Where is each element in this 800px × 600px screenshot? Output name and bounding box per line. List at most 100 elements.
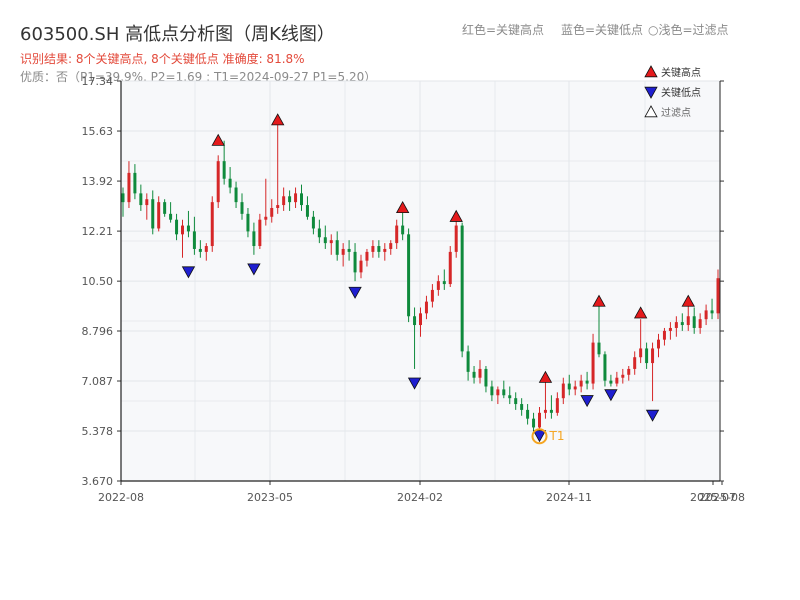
candle-body	[442, 281, 446, 285]
candle-body	[294, 193, 298, 203]
candle-body	[436, 281, 440, 290]
candle-body	[157, 202, 161, 229]
candle-body	[252, 231, 256, 247]
candle-body	[139, 193, 143, 206]
candle-body	[335, 240, 339, 255]
candle-body	[484, 368, 488, 387]
candle-body	[430, 289, 434, 302]
candle-body	[198, 248, 202, 252]
candle-body	[353, 251, 357, 273]
candle-body	[585, 380, 589, 384]
candle-body	[520, 404, 524, 410]
candle-body	[300, 193, 303, 206]
top-legend-red: 红色=关键高点	[462, 23, 545, 37]
candle-body	[169, 213, 173, 220]
y-tick-label: 13.92	[82, 175, 114, 188]
legend-label: 关键低点	[661, 86, 701, 99]
key-low-marker	[348, 286, 362, 299]
key-low-marker	[181, 266, 196, 279]
x-tick-label: 2024-11	[546, 491, 592, 504]
candle-body	[311, 216, 315, 229]
candle-body	[407, 234, 411, 317]
legend-marker	[644, 105, 658, 118]
key-low-marker	[407, 377, 422, 390]
chart-title: 603500.SH 高低点分析图（周K线图）	[20, 24, 335, 45]
candle-body	[264, 216, 268, 220]
candle-body	[127, 172, 131, 203]
candle-body	[591, 342, 595, 384]
candle-body	[377, 246, 381, 252]
candle-body	[579, 380, 583, 387]
candle-body	[204, 246, 208, 252]
candle-body	[163, 202, 167, 214]
candle-body	[526, 409, 530, 419]
candle-body	[329, 240, 333, 244]
candle-body	[276, 205, 280, 208]
candle-body	[603, 354, 607, 381]
x-tick-label: 2023-05	[247, 491, 293, 504]
candle-body	[639, 348, 643, 358]
candle-body	[424, 301, 428, 314]
candle-body	[621, 374, 625, 378]
candle-body	[133, 172, 137, 194]
key-low-marker	[247, 263, 261, 276]
candle-body	[597, 342, 601, 355]
candle-body	[567, 383, 571, 390]
candle-body	[549, 409, 553, 413]
key-low-marker	[604, 389, 618, 402]
candle-body	[561, 383, 565, 399]
candle-body	[478, 368, 482, 378]
candle-body	[288, 196, 292, 203]
candle-body	[383, 248, 387, 252]
candle-body	[716, 278, 720, 314]
candle-body	[222, 161, 226, 179]
candle-body	[573, 386, 577, 390]
candle-body	[710, 310, 714, 314]
candle-body	[680, 322, 684, 326]
y-tick-label: 3.670	[82, 475, 114, 488]
candle-body	[365, 251, 369, 261]
candle-body	[686, 316, 690, 326]
x-tick-label: 2024-02	[397, 491, 443, 504]
candle-body	[341, 248, 345, 255]
candle-body	[674, 322, 678, 328]
candle-body	[490, 386, 494, 396]
x-tick-label: 2025-07	[690, 491, 736, 504]
candle-body	[175, 219, 179, 235]
key-high-marker	[395, 201, 410, 214]
candle-body	[145, 199, 149, 206]
key-high-marker	[211, 133, 225, 146]
key-high-marker	[449, 209, 463, 222]
key-high-marker	[681, 294, 695, 307]
candle-body	[615, 377, 619, 384]
candle-body	[186, 225, 190, 232]
candle-body	[609, 380, 613, 384]
candle-body	[460, 225, 464, 352]
y-tick-label: 8.796	[82, 325, 114, 338]
legend-label: 过滤点	[661, 106, 691, 119]
legend-marker	[644, 86, 658, 99]
candle-body	[651, 348, 655, 364]
candle-body	[371, 246, 375, 252]
candle-body	[555, 398, 559, 413]
y-tick-label: 15.63	[82, 125, 114, 138]
t1-label: T1	[549, 429, 565, 443]
candle-body	[466, 351, 470, 372]
candle-body	[228, 178, 232, 188]
candle-body	[305, 205, 309, 217]
candle-body	[496, 389, 500, 396]
candle-body	[210, 202, 214, 247]
candle-body	[323, 237, 327, 244]
key-low-marker	[580, 395, 594, 408]
candle-body	[258, 219, 262, 247]
candle-body	[389, 243, 393, 249]
candle-body	[419, 313, 422, 326]
candle-body	[502, 389, 506, 396]
x-tick-label: 2022-08	[98, 491, 144, 504]
candle-body	[472, 371, 476, 378]
y-tick-label: 12.21	[82, 225, 114, 238]
candle-body	[413, 316, 417, 326]
candle-body	[532, 418, 536, 428]
y-tick-label: 17.34	[82, 75, 114, 88]
